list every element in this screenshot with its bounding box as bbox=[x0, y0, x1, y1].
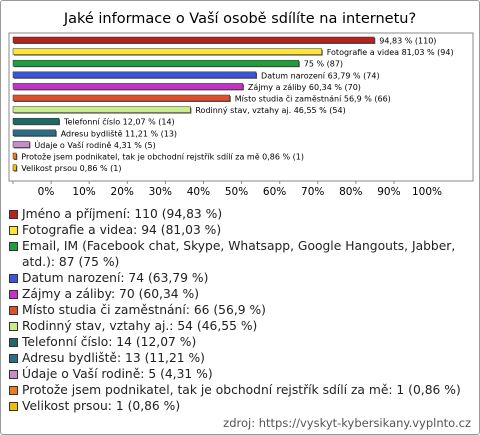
plot-frame bbox=[8, 32, 474, 182]
legend-swatch bbox=[9, 226, 18, 235]
legend-swatch bbox=[9, 338, 18, 347]
bar bbox=[12, 36, 375, 44]
legend-label: Údaje o Vaší rodině: 5 (4,31 %) bbox=[22, 367, 213, 381]
legend-item: Rodinný stav, vztahy aj.: 54 (46,55 %) bbox=[9, 318, 471, 334]
data-label: Datum narození 63,79 % (74) bbox=[261, 71, 380, 80]
legend-item: Protože jsem podnikatel, tak je obchodní… bbox=[9, 382, 471, 398]
bar bbox=[12, 71, 257, 79]
legend-label: Rodinný stav, vztahy aj.: 54 (46,55 %) bbox=[22, 319, 258, 333]
legend-swatch bbox=[9, 242, 18, 251]
legend-item: Adresu bydliště: 13 (11,21 %) bbox=[9, 350, 471, 366]
legend-item: Datum narození: 74 (63,79 %) bbox=[9, 270, 471, 286]
legend-item: Zájmy a záliby: 70 (60,34 %) bbox=[9, 286, 471, 302]
legend-swatch bbox=[9, 290, 18, 299]
x-tick-label: 20% bbox=[111, 186, 134, 198]
legend-swatch bbox=[9, 386, 18, 395]
bar bbox=[12, 117, 60, 125]
legend-swatch bbox=[9, 402, 18, 411]
x-tick-label: 90% bbox=[377, 186, 400, 198]
x-tick-label: 100% bbox=[412, 186, 442, 198]
data-label: 94,83 % (110) bbox=[379, 37, 436, 46]
data-label: Adresu bydliště 11,21 % (13) bbox=[61, 128, 177, 138]
data-label: Zájmy a záliby 60,34 % (70) bbox=[248, 83, 361, 92]
legend-label: Email, IM (Facebook chat, Skype, Whatsap… bbox=[22, 239, 456, 269]
x-tick-label: 30% bbox=[149, 186, 172, 198]
legend-swatch bbox=[9, 306, 18, 315]
x-tick-label: 60% bbox=[263, 186, 286, 198]
x-tick-label: 10% bbox=[72, 186, 95, 198]
data-label: Protože jsem podnikatel, tak je obchodní… bbox=[21, 153, 304, 162]
source: zdroj: https://vyskyt-kybersikany.vyplnt… bbox=[223, 416, 471, 430]
legend-item: Telefonní číslo: 14 (12,07 %) bbox=[9, 334, 471, 350]
data-label: Velikost prsou 0,86 % (1) bbox=[21, 164, 121, 173]
legend-item: Velikost prsou: 1 (0,86 %) bbox=[9, 398, 471, 414]
legend-label: Jméno a příjmení: 110 (94,83 %) bbox=[22, 207, 223, 221]
bar bbox=[12, 106, 191, 113]
bar bbox=[12, 94, 231, 102]
legend-swatch bbox=[9, 354, 18, 363]
data-label: Údaje o Vaší rodině 4,31 % (5) bbox=[34, 139, 155, 150]
legend: Jméno a příjmení: 110 (94,83 %) Fotografi… bbox=[9, 206, 471, 414]
legend-item: Místo studia či zaměstnání: 66 (56,9 %) bbox=[9, 302, 471, 318]
bar bbox=[12, 164, 17, 171]
chart-title: Jaké informace o Vaší osobě sdílíte na i… bbox=[63, 11, 416, 27]
legend-label: Fotografie a videa: 94 (81,03 %) bbox=[22, 223, 222, 237]
legend-label: Místo studia či zaměstnání: 66 (56,9 %) bbox=[22, 303, 266, 317]
x-tick-label: 40% bbox=[187, 186, 210, 198]
legend-label: Adresu bydliště: 13 (11,21 %) bbox=[22, 351, 205, 365]
legend-label: Zájmy a záliby: 70 (60,34 %) bbox=[22, 287, 199, 301]
legend-label: Telefonní číslo: 14 (12,07 %) bbox=[22, 335, 197, 349]
bar bbox=[12, 141, 30, 148]
bar bbox=[12, 59, 299, 67]
bar bbox=[12, 48, 322, 55]
legend-swatch bbox=[9, 322, 18, 331]
data-label: Fotografie a videa 81,03 % (94) bbox=[327, 48, 454, 57]
bar bbox=[12, 83, 244, 90]
legend-label: Datum narození: 74 (63,79 %) bbox=[22, 271, 209, 285]
legend-item: Údaje o Vaší rodině: 5 (4,31 %) bbox=[9, 366, 471, 382]
legend-item: Jméno a příjmení: 110 (94,83 %) bbox=[9, 206, 471, 222]
legend-swatch bbox=[9, 370, 18, 379]
bar bbox=[12, 152, 17, 160]
data-label: 75 % (87) bbox=[304, 60, 343, 69]
x-tick-label: 50% bbox=[225, 186, 248, 198]
data-label: Telefonní číslo 12,07 % (14) bbox=[63, 117, 175, 127]
legend-label: Protože jsem podnikatel, tak je obchodní… bbox=[22, 383, 461, 397]
legend-item: Email, IM (Facebook chat, Skype, Whatsap… bbox=[9, 238, 471, 270]
data-label: Místo studia či zaměstnání 56,9 % (66) bbox=[235, 94, 391, 104]
x-tick-label: 80% bbox=[339, 186, 362, 198]
x-tick-label: 70% bbox=[301, 186, 324, 198]
x-tick-label: 0% bbox=[38, 186, 55, 198]
bar bbox=[12, 129, 56, 137]
legend-item: Fotografie a videa: 94 (81,03 %) bbox=[9, 222, 471, 238]
legend-swatch bbox=[9, 210, 18, 219]
data-label: Rodinný stav, vztahy aj. 46,55 % (54) bbox=[195, 106, 345, 115]
legend-label: Velikost prsou: 1 (0,86 %) bbox=[22, 399, 181, 413]
legend-swatch bbox=[9, 274, 18, 283]
chart: Jaké informace o Vaší osobě sdílíte na i… bbox=[8, 11, 474, 198]
